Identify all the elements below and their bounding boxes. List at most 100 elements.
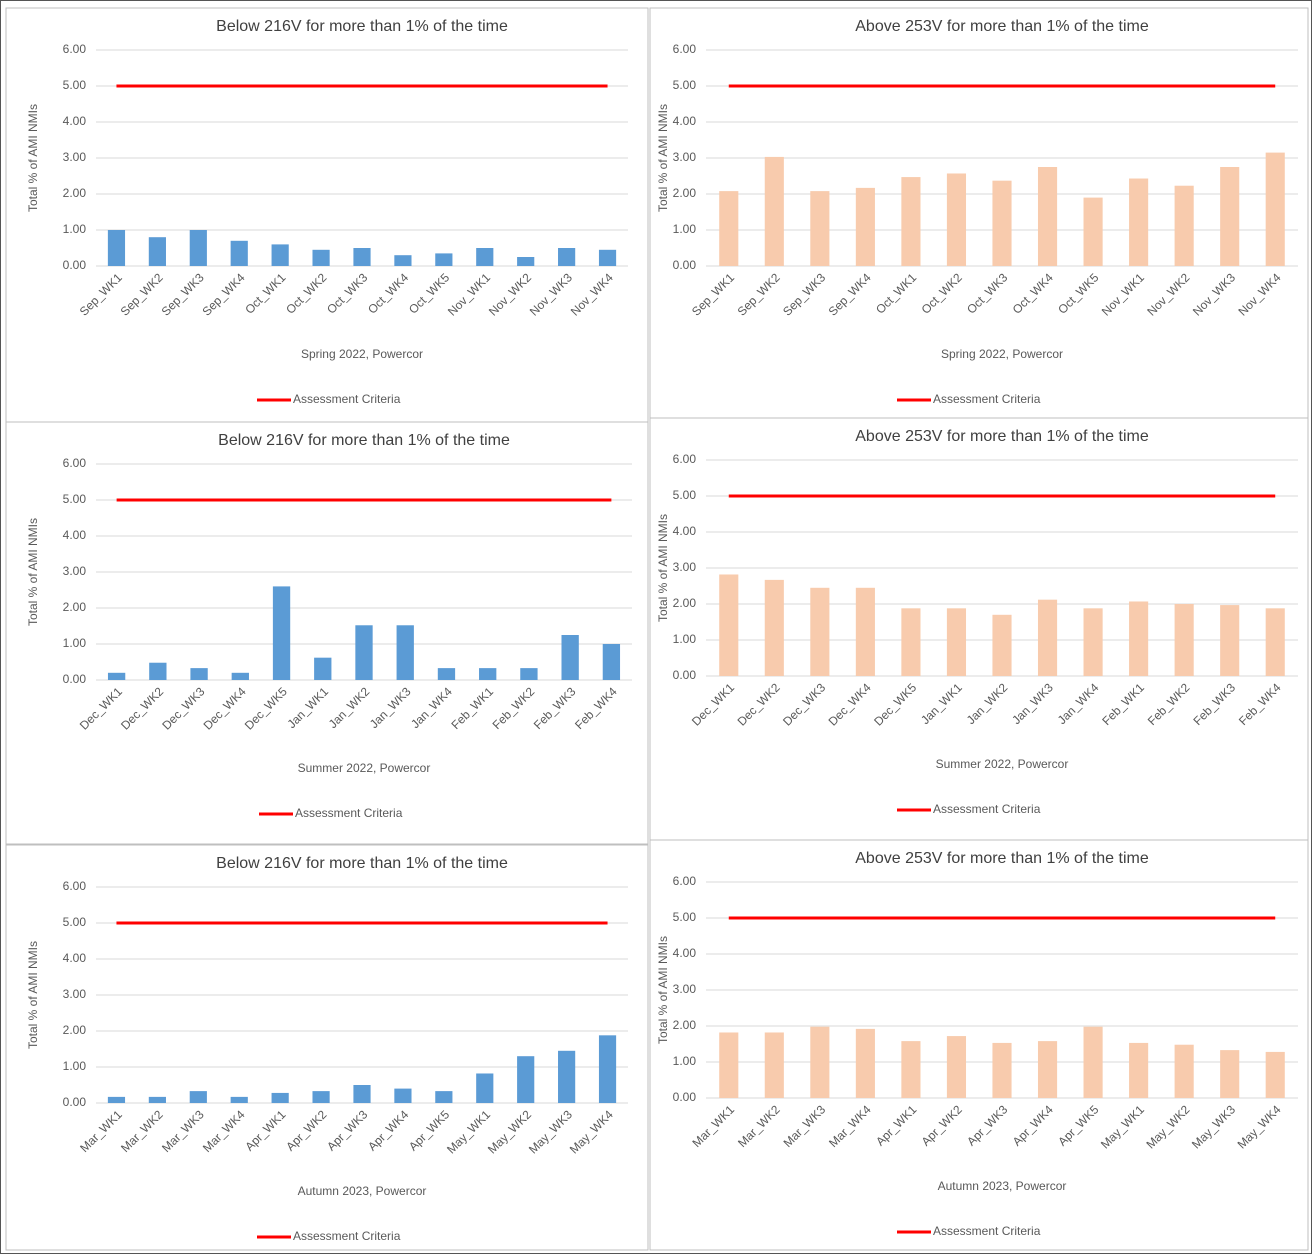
y-tick-label: 0.00 [63, 1095, 87, 1109]
bar [107, 672, 126, 680]
bar [1174, 604, 1194, 676]
chart-title: Above 253V for more than 1% of the time [855, 18, 1149, 35]
x-axis-label: Summer 2022, Powercor [936, 757, 1069, 771]
y-tick-label: 3.00 [63, 987, 87, 1001]
x-axis-label: Spring 2022, Powercor [301, 347, 423, 361]
panel-frame [5, 7, 649, 423]
y-tick-label: 5.00 [673, 78, 697, 92]
bar [1220, 605, 1240, 676]
y-tick-label: 6.00 [63, 456, 87, 470]
bar [517, 1056, 535, 1103]
bar [1037, 1041, 1058, 1098]
bar [1174, 1044, 1194, 1098]
x-axis-label: Autumn 2023, Powercor [938, 1179, 1067, 1193]
bar [1220, 1050, 1240, 1098]
chart-panel: Below 216V for more than 1% of the time T… [5, 7, 649, 423]
bar [1129, 601, 1149, 676]
panel-frame [649, 7, 1309, 419]
bar [353, 248, 371, 266]
y-axis-label: Total % of AMI NMIs [656, 514, 670, 622]
chart-title: Below 216V for more than 1% of the time [216, 855, 508, 872]
bar [189, 230, 207, 266]
bar [810, 587, 830, 676]
bar [992, 614, 1012, 676]
bar [1220, 167, 1240, 266]
bar [149, 662, 167, 680]
panel-frame [649, 839, 1309, 1251]
bar [435, 1091, 453, 1103]
y-tick-label: 4.00 [673, 524, 697, 538]
bar [312, 1091, 330, 1103]
y-tick-label: 1.00 [63, 222, 87, 236]
bar [1083, 608, 1103, 676]
bar [1129, 1042, 1149, 1098]
bar [353, 1085, 371, 1103]
y-tick-label: 3.00 [63, 564, 87, 578]
y-tick-label: 2.00 [673, 596, 697, 610]
panel-frame [5, 421, 649, 845]
bar [855, 187, 875, 266]
chart-panel: Below 216V for more than 1% of the time T… [5, 844, 649, 1251]
x-axis-label: Autumn 2023, Powercor [298, 1184, 427, 1198]
panel-frame [5, 844, 649, 1251]
y-tick-label: 1.00 [63, 1059, 87, 1073]
chart-panel: Above 253V for more than 1% of the time T… [649, 839, 1309, 1251]
legend-label: Assessment Criteria [933, 1224, 1041, 1238]
bar [271, 1092, 289, 1103]
legend-label: Assessment Criteria [293, 392, 401, 406]
x-axis-label: Spring 2022, Powercor [941, 347, 1063, 361]
y-tick-label: 4.00 [673, 946, 697, 960]
y-tick-label: 4.00 [63, 114, 87, 128]
y-tick-label: 6.00 [673, 452, 697, 466]
y-tick-label: 1.00 [63, 636, 87, 650]
y-tick-label: 6.00 [63, 879, 87, 893]
bar [558, 248, 576, 266]
bar [520, 668, 538, 680]
y-tick-label: 5.00 [63, 492, 87, 506]
bar [231, 672, 249, 680]
y-tick-label: 3.00 [673, 560, 697, 574]
bar [598, 249, 617, 266]
bar [598, 1035, 617, 1103]
bar [314, 657, 332, 680]
bar [1083, 1026, 1103, 1098]
bar [1129, 178, 1149, 266]
legend-label: Assessment Criteria [293, 1229, 401, 1243]
chart-title: Above 253V for more than 1% of the time [855, 428, 1149, 445]
bar [561, 635, 579, 680]
y-tick-label: 0.00 [673, 1090, 697, 1104]
y-tick-label: 5.00 [63, 915, 87, 929]
y-tick-label: 0.00 [63, 258, 87, 272]
y-tick-label: 3.00 [63, 150, 87, 164]
y-tick-label: 6.00 [673, 874, 697, 888]
bar [810, 1026, 830, 1098]
bar [719, 574, 739, 676]
bar [189, 1091, 207, 1103]
bar [312, 249, 330, 266]
x-axis-label: Summer 2022, Powercor [298, 761, 431, 775]
bar [230, 240, 248, 266]
bar [1265, 1051, 1285, 1098]
y-tick-label: 1.00 [673, 632, 697, 646]
bar [148, 1096, 166, 1103]
bar [946, 1036, 967, 1098]
y-tick-label: 2.00 [63, 600, 87, 614]
y-tick-label: 2.00 [673, 1018, 697, 1032]
legend-label: Assessment Criteria [933, 392, 1041, 406]
bar [230, 1096, 248, 1103]
y-tick-label: 4.00 [673, 114, 697, 128]
bar [107, 230, 126, 266]
bar [435, 253, 453, 266]
y-tick-label: 6.00 [63, 42, 87, 56]
y-tick-label: 1.00 [673, 1054, 697, 1068]
bar [396, 625, 414, 680]
bar [764, 579, 784, 676]
y-tick-label: 2.00 [63, 186, 87, 200]
y-tick-label: 5.00 [673, 488, 697, 502]
y-axis-label: Total % of AMI NMIs [26, 941, 40, 1049]
y-tick-label: 0.00 [673, 258, 697, 272]
bar [437, 668, 456, 680]
chart-title: Below 216V for more than 1% of the time [216, 18, 508, 35]
bar [764, 156, 784, 266]
y-tick-label: 3.00 [673, 982, 697, 996]
